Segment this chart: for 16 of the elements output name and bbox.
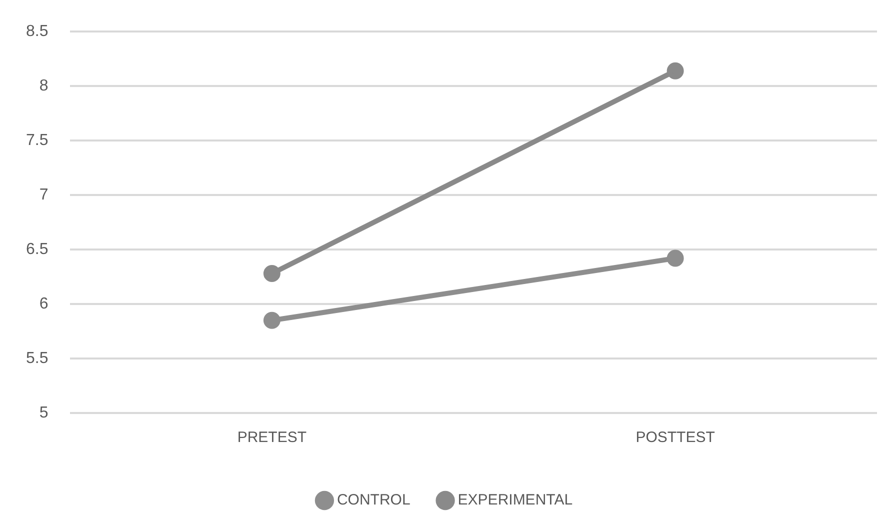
y-tick-label: 7	[39, 186, 48, 204]
y-tick-label: 8	[39, 77, 48, 94]
y-tick-label: 6	[39, 295, 48, 312]
point	[263, 312, 280, 329]
legend-label: EXPERIMENTAL	[458, 492, 573, 509]
y-tick-label: 8.5	[26, 23, 48, 40]
y-tick-label: 7.5	[26, 132, 48, 149]
point	[263, 265, 280, 282]
x-tick-label: PRETEST	[237, 429, 307, 446]
legend-label: CONTROL	[336, 492, 410, 509]
point	[666, 250, 684, 267]
y-tick-label: 6.5	[26, 240, 48, 258]
y-tick-label: 5.5	[26, 350, 48, 367]
y-tick-label: 5	[39, 404, 48, 422]
x-tick-label: POSTTEST	[636, 429, 715, 446]
point	[666, 62, 684, 80]
